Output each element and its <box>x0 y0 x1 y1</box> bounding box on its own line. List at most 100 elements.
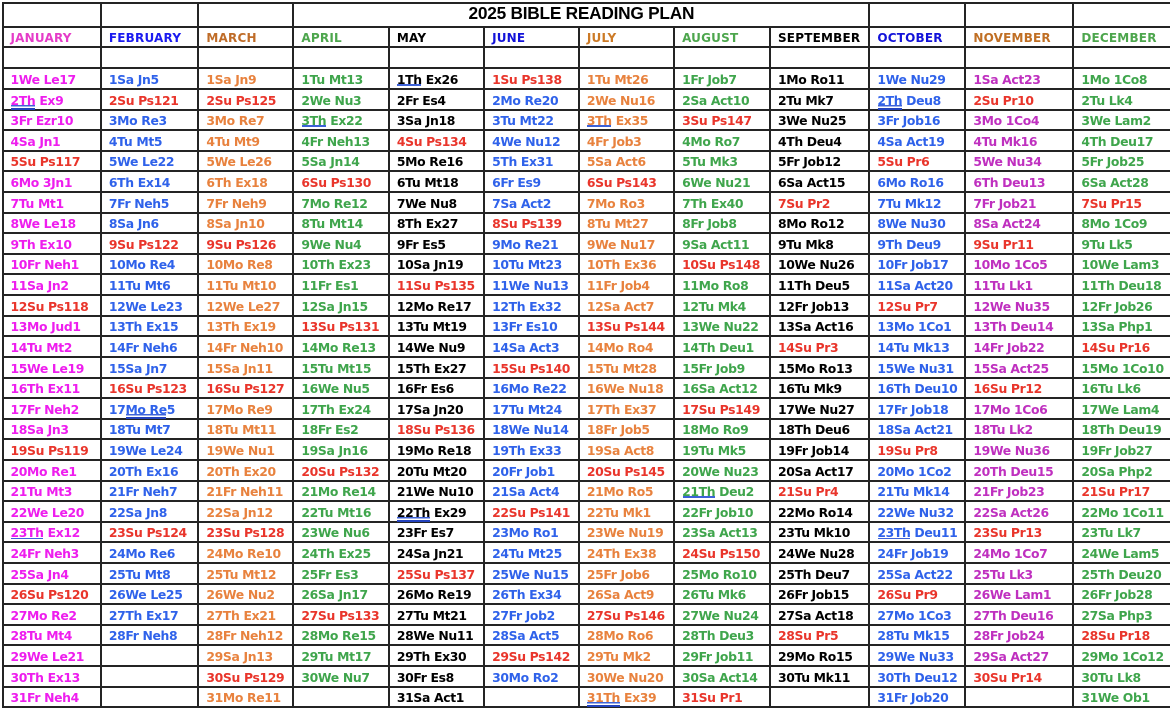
day-cell-october-9: 9Th Deu9 <box>870 234 965 253</box>
day-cell-may-5: 5Mo Re16 <box>389 151 484 171</box>
day-cell-november-26: 26We Lam1 <box>966 584 1073 604</box>
day-cell-may-29: 29Th Ex30 <box>389 646 484 666</box>
day-cell-november-5: 5We Nu34 <box>966 151 1073 171</box>
day-cell-july-18: 18Fr Job5 <box>579 419 674 439</box>
month-header-february: FEBRUARY <box>101 28 198 47</box>
day-cell-march-19: 19We Nu1 <box>199 440 293 459</box>
day-cell-january-27: 27Mo Re2 <box>3 605 100 624</box>
spacer-row-empty-cell <box>389 48 484 68</box>
day-cell-december-30: 30Tu Lk8 <box>1074 667 1170 686</box>
day-text-segment: 23Th <box>10 525 44 541</box>
day-cell-december-31: 31We Ob1 <box>1074 687 1170 707</box>
day-text-segment: Ex35 <box>611 113 649 129</box>
day-cell-july-25: 25Fr Job6 <box>579 564 674 583</box>
day-cell-october-14: 14Tu Mk13 <box>870 337 965 356</box>
day-cell-may-2: 2Fr Es4 <box>389 89 484 109</box>
day-cell-july-14: 14Mo Ro4 <box>579 337 674 356</box>
day-cell-october-17: 17Fr Job18 <box>870 399 965 418</box>
day-cell-march-15: 15Sa Jn11 <box>199 357 293 377</box>
day-cell-may-6: 6Tu Mt18 <box>389 172 484 192</box>
day-cell-april-25: 25Fr Es3 <box>294 564 388 583</box>
day-cell-august-23: 23Sa Act13 <box>675 522 769 542</box>
day-cell-march-27: 27Th Ex21 <box>199 605 293 624</box>
day-cell-june-15: 15Su Ps140 <box>485 357 578 377</box>
day-cell-january-28: 28Tu Mt4 <box>3 625 100 645</box>
day-cell-october-19: 19Su Pr8 <box>870 440 965 459</box>
day-cell-november-29: 29Sa Act27 <box>966 646 1073 666</box>
day-cell-march-26: 26We Nu2 <box>199 584 293 604</box>
day-cell-january-18: 18Sa Jn3 <box>3 419 100 439</box>
day-cell-august-4: 4Mo Ro7 <box>675 131 769 150</box>
day-cell-march-12: 12We Le27 <box>199 296 293 315</box>
day-cell-august-17: 17Su Ps149 <box>675 399 769 418</box>
day-cell-september-23: 23Tu Mk10 <box>770 522 869 542</box>
day-cell-october-24: 24Fr Job19 <box>870 543 965 562</box>
day-cell-july-21: 21Mo Ro5 <box>579 481 674 501</box>
day-cell-february-14: 14Fr Neh6 <box>101 337 198 356</box>
day-cell-february-3: 3Mo Re3 <box>101 110 198 130</box>
day-cell-june-27: 27Fr Job2 <box>485 605 578 624</box>
day-cell-june-4: 4We Nu12 <box>485 131 578 150</box>
day-cell-august-31: 31Su Pr1 <box>675 687 769 707</box>
day-cell-october-2: 2Th Deu8 <box>870 89 965 109</box>
day-cell-august-13: 13We Nu22 <box>675 316 769 336</box>
day-cell-may-11: 11Su Ps135 <box>389 275 484 295</box>
day-cell-august-3: 3Su Ps147 <box>675 110 769 130</box>
day-cell-july-10: 10Th Ex36 <box>579 254 674 274</box>
day-cell-april-10: 10Th Ex23 <box>294 254 388 274</box>
day-cell-january-17: 17Fr Neh2 <box>3 399 100 418</box>
day-text-segment: Deu11 <box>910 525 958 541</box>
spacer-row-empty-cell <box>1074 48 1170 68</box>
day-text-segment: Ex26 <box>421 71 459 87</box>
day-cell-january-5: 5Su Ps117 <box>3 151 100 171</box>
day-cell-february-9: 9Su Ps122 <box>101 234 198 253</box>
day-cell-january-15: 15We Le19 <box>3 357 100 377</box>
day-cell-september-19: 19Fr Job14 <box>770 440 869 459</box>
day-cell-april-28: 28Mo Re15 <box>294 625 388 645</box>
day-cell-august-19: 19Tu Mk5 <box>675 440 769 459</box>
day-cell-february-19: 19We Le24 <box>101 440 198 459</box>
day-cell-january-25: 25Sa Jn4 <box>3 564 100 583</box>
month-header-june: JUNE <box>485 28 578 47</box>
day-cell-april-7: 7Mo Re12 <box>294 193 388 212</box>
day-text-segment: Ex9 <box>35 92 64 108</box>
day-cell-january-8: 8We Le18 <box>3 213 100 233</box>
day-cell-june-10: 10Tu Mt23 <box>485 254 578 274</box>
day-cell-august-16: 16Sa Act12 <box>675 378 769 398</box>
day-cell-february-2: 2Su Ps121 <box>101 89 198 109</box>
day-cell-january-24: 24Fr Neh3 <box>3 543 100 562</box>
day-cell-november-10: 10Mo 1Co5 <box>966 254 1073 274</box>
day-cell-october-28: 28Tu Mk15 <box>870 625 965 645</box>
day-cell-june-20: 20Fr Job1 <box>485 460 578 480</box>
day-cell-december-1: 1Mo 1Co8 <box>1074 69 1170 88</box>
day-cell-june-17: 17Tu Mt24 <box>485 399 578 418</box>
day-cell-january-10: 10Fr Neh1 <box>3 254 100 274</box>
day-cell-december-5: 5Fr Job25 <box>1074 151 1170 171</box>
day-cell-december-17: 17We Lam4 <box>1074 399 1170 418</box>
day-cell-february-13: 13Th Ex15 <box>101 316 198 336</box>
day-cell-september-4: 4Th Deu4 <box>770 131 869 150</box>
day-cell-july-23: 23We Nu19 <box>579 522 674 542</box>
day-cell-november-27: 27Th Deu16 <box>966 605 1073 624</box>
day-cell-january-26: 26Su Ps120 <box>3 584 100 604</box>
day-cell-june-29: 29Su Ps142 <box>485 646 578 666</box>
day-cell-october-1: 1We Nu29 <box>870 69 965 88</box>
day-cell-december-28: 28Su Pr18 <box>1074 625 1170 645</box>
day-cell-may-4: 4Su Ps134 <box>389 131 484 150</box>
day-cell-september-3: 3We Nu25 <box>770 110 869 130</box>
day-cell-march-14: 14Fr Neh10 <box>199 337 293 356</box>
day-cell-september-21: 21Su Pr4 <box>770 481 869 501</box>
day-cell-october-16: 16Th Deu10 <box>870 378 965 398</box>
day-cell-june-13: 13Fr Es10 <box>485 316 578 336</box>
day-cell-september-28: 28Su Pr5 <box>770 625 869 645</box>
month-header-october: OCTOBER <box>870 28 965 47</box>
day-cell-april-13: 13Su Ps131 <box>294 316 388 336</box>
day-cell-june-23: 23Mo Ro1 <box>485 522 578 542</box>
day-cell-august-26: 26Tu Mk6 <box>675 584 769 604</box>
day-cell-may-15: 15Th Ex27 <box>389 357 484 377</box>
day-cell-april-16: 16We Nu5 <box>294 378 388 398</box>
day-cell-december-24: 24We Lam5 <box>1074 543 1170 562</box>
day-cell-december-15: 15Mo 1Co10 <box>1074 357 1170 377</box>
day-cell-june-28: 28Sa Act5 <box>485 625 578 645</box>
day-cell-august-21: 21Th Deu2 <box>675 481 769 501</box>
